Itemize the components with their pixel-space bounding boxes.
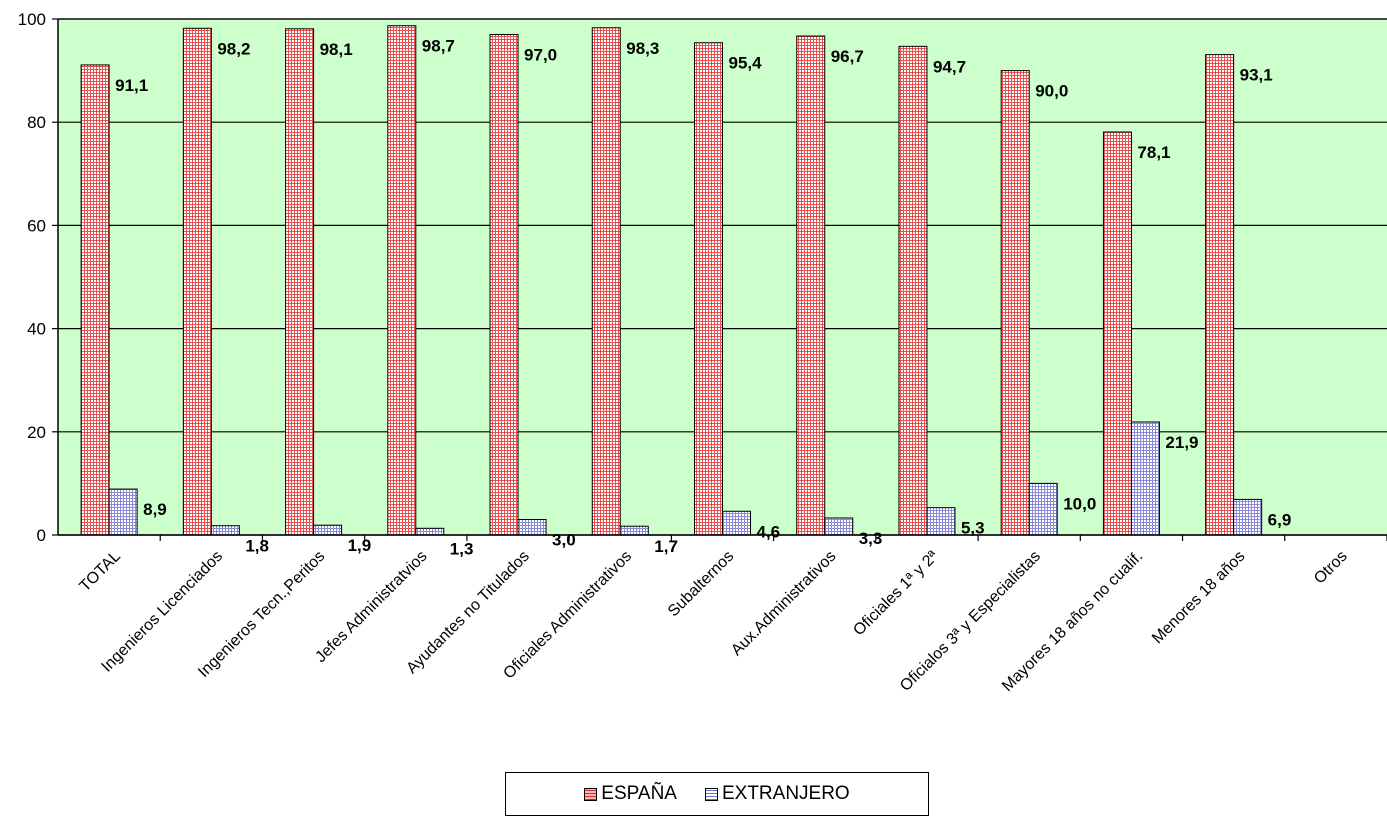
data-label-espana: 98,2 — [217, 39, 250, 58]
bar-extranjero — [926, 507, 956, 536]
legend-item-extranjero: EXTRANJERO — [704, 783, 850, 805]
bar-espana — [285, 28, 315, 536]
bar-espana — [489, 33, 519, 536]
category-label: Jefes Administratvios — [312, 548, 430, 666]
y-tick-label: 40 — [27, 320, 46, 339]
bar-espana — [1000, 70, 1030, 536]
category-label: Subalternos — [665, 548, 737, 620]
y-axis-ticks: 0 20 40 60 80 100 — [18, 10, 58, 545]
data-label-espana: 98,7 — [422, 37, 455, 56]
data-label-extranjero: 4,6 — [757, 522, 781, 541]
data-label-extranjero: 8,9 — [143, 500, 167, 519]
category-label: Menores 18 años — [1149, 548, 1248, 647]
legend-swatch-extranjero — [704, 787, 718, 801]
bar-extranjero — [313, 524, 343, 536]
data-label-extranjero: 3,0 — [552, 531, 576, 550]
legend-label-extranjero: EXTRANJERO — [721, 783, 850, 804]
data-label-espana: 95,4 — [729, 54, 763, 73]
bar-espana — [182, 27, 212, 536]
axes — [57, 18, 1387, 541]
bars — [80, 25, 1263, 536]
y-tick-label: 60 — [27, 216, 46, 235]
data-label-extranjero: 1,8 — [245, 537, 269, 556]
data-label-extranjero: 6,9 — [1268, 510, 1292, 529]
data-label-extranjero: 3,3 — [859, 529, 883, 548]
y-tick-label: 100 — [18, 10, 46, 29]
bar-extranjero — [1233, 498, 1263, 536]
data-label-extranjero: 1,7 — [654, 537, 678, 556]
data-label-extranjero: 21,9 — [1165, 433, 1198, 452]
bar-extranjero — [210, 525, 240, 536]
bar-espana — [898, 45, 928, 536]
data-label-extranjero: 1,3 — [450, 539, 474, 558]
data-label-espana: 94,7 — [933, 57, 966, 76]
legend: ESPAÑA EXTRANJERO — [505, 772, 929, 816]
bar-extranjero — [824, 517, 854, 536]
bar-espana — [694, 42, 723, 536]
data-labels: 91,1 8,9 98,2 1,8 98,1 1,9 98,7 1,3 97,0 3,0 98,3 1… — [115, 37, 1291, 559]
bar-espana — [1205, 54, 1235, 536]
data-label-espana: 78,1 — [1137, 143, 1170, 162]
bar-extranjero — [415, 527, 445, 536]
legend-label-espana: ESPAÑA — [601, 783, 677, 804]
data-label-espana: 96,7 — [831, 47, 864, 66]
y-tick-label: 0 — [37, 526, 46, 545]
bar-espana — [796, 35, 826, 536]
data-label-espana: 90,0 — [1035, 82, 1068, 101]
bar-extranjero — [619, 525, 649, 536]
legend-swatch-espana — [584, 787, 598, 801]
bar-extranjero — [722, 510, 751, 536]
data-label-extranjero: 10,0 — [1063, 494, 1096, 513]
data-label-espana: 93,1 — [1240, 66, 1273, 85]
y-tick-label: 80 — [27, 113, 46, 132]
legend-item-espana: ESPAÑA — [584, 783, 677, 805]
category-label: TOTAL — [77, 548, 125, 596]
y-tick-label: 20 — [27, 423, 46, 442]
data-label-espana: 98,1 — [320, 40, 353, 59]
data-label-espana: 98,3 — [626, 39, 659, 58]
category-label: Otros — [1311, 548, 1351, 588]
bar-espana — [591, 27, 621, 536]
data-label-espana: 91,1 — [115, 76, 148, 95]
bar-extranjero — [108, 488, 138, 536]
data-label-extranjero: 5,3 — [961, 519, 985, 538]
data-label-extranjero: 1,9 — [348, 536, 372, 555]
bar-extranjero — [517, 519, 547, 536]
bar-extranjero — [1130, 421, 1160, 536]
category-label: Aux.Administrativos — [728, 548, 839, 659]
data-label-espana: 97,0 — [524, 45, 557, 64]
category-label: Oficiales 1ª y 2ª — [850, 548, 942, 640]
bar-espana — [387, 25, 417, 536]
bar-extranjero — [1028, 482, 1058, 536]
bar-espana — [1102, 131, 1132, 536]
bar-espana — [80, 64, 110, 536]
